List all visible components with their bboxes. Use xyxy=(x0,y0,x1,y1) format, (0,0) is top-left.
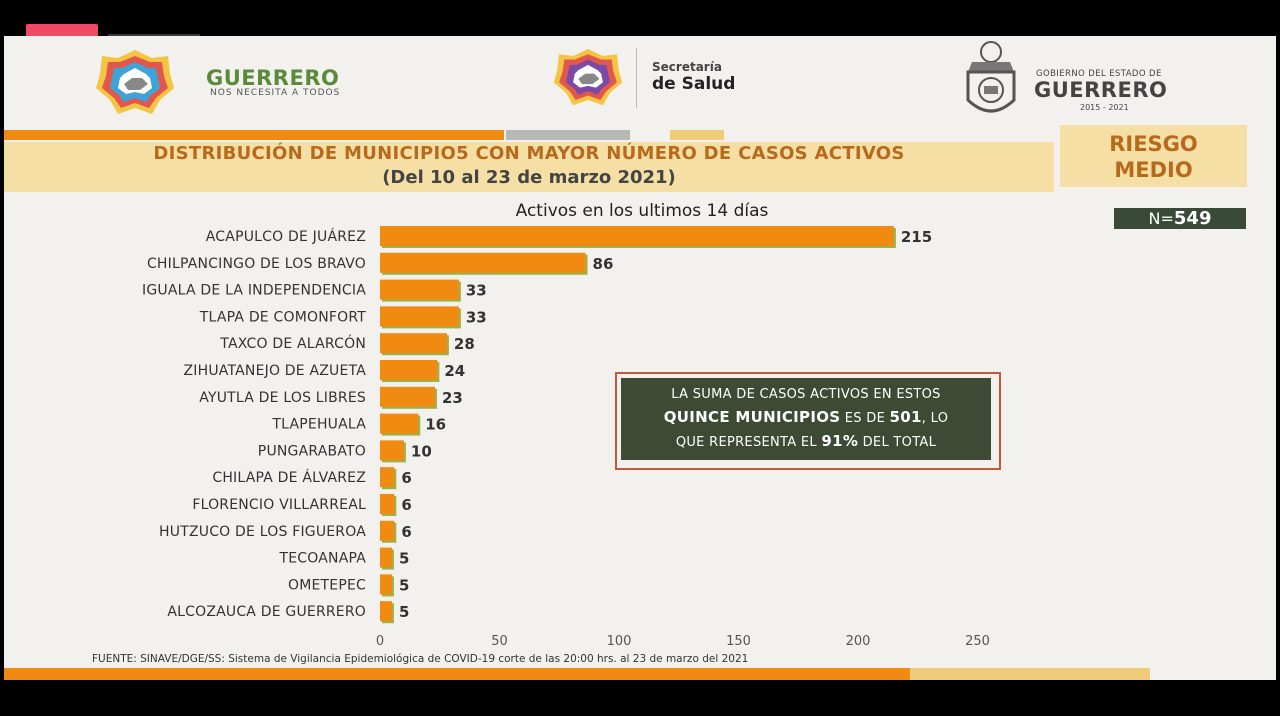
category-label: ACAPULCO DE JUÁREZ xyxy=(206,228,366,245)
callout-es-de: ES DE xyxy=(840,411,890,426)
bar-chart: Activos en los ultimos 14 días ACAPULCO D… xyxy=(142,201,990,649)
callout-sum-value: 501 xyxy=(889,408,922,426)
category-label: FLORENCIO VILLARREAL xyxy=(192,497,366,513)
value-label: 28 xyxy=(454,335,475,353)
risk-badge: RIESGO MEDIO xyxy=(1060,125,1247,187)
category-label: CHILPANCINGO DE LOS BRAVO xyxy=(147,256,366,272)
bar xyxy=(380,440,404,461)
secretaria-label: Secretaría xyxy=(652,60,722,74)
x-tick-label: 200 xyxy=(846,634,871,649)
category-label: ZIHUATANEJO DE AZUETA xyxy=(183,363,366,379)
value-label: 10 xyxy=(411,442,432,460)
category-label: PUNGARABATO xyxy=(258,443,366,459)
category-label: TECOANAPA xyxy=(279,551,367,567)
bar xyxy=(380,413,419,434)
bar xyxy=(380,547,392,568)
callout-percent: 91% xyxy=(821,432,859,450)
value-label: 24 xyxy=(444,362,465,380)
x-tick-label: 250 xyxy=(965,634,990,649)
bar xyxy=(380,226,894,246)
value-label: 6 xyxy=(401,496,411,514)
bar xyxy=(380,252,586,273)
callout-line-2: QUINCE MUNICIPIOS ES DE 501, LO xyxy=(621,406,991,430)
bottom-beige-stripe xyxy=(910,668,1150,680)
state-seal-icon xyxy=(966,41,1016,113)
gobierno-guerrero-label: GUERRERO xyxy=(1034,78,1168,102)
value-label: 33 xyxy=(466,282,487,300)
category-label: OMETEPEC xyxy=(288,577,366,593)
bar xyxy=(380,360,438,380)
n-value: 549 xyxy=(1173,208,1212,229)
title-band xyxy=(4,142,1054,192)
callout-total: DEL TOTAL xyxy=(858,435,937,450)
total-n-badge: N=549 xyxy=(1114,208,1246,229)
value-label: 23 xyxy=(442,389,463,407)
bar xyxy=(380,467,395,488)
category-label: AYUTLA DE LOS LIBRES xyxy=(199,390,366,406)
de-salud-label: de Salud xyxy=(652,74,736,94)
summary-callout-box: LA SUMA DE CASOS ACTIVOS EN ESTOS QUINCE… xyxy=(621,378,991,460)
callout-municipios: QUINCE MUNICIPIOS xyxy=(663,408,841,426)
category-label: HUTZUCO DE LOS FIGUEROA xyxy=(159,524,366,540)
x-tick-label: 100 xyxy=(607,634,632,649)
top-gray-stripe xyxy=(506,130,630,140)
category-label: CHILAPA DE ÁLVAREZ xyxy=(212,469,366,486)
value-label: 5 xyxy=(399,550,409,568)
category-label: ALCOZAUCA DE GUERRERO xyxy=(167,604,366,620)
value-label: 215 xyxy=(901,228,932,246)
category-label: TLAPA DE COMONFORT xyxy=(199,309,366,325)
value-label: 5 xyxy=(399,603,409,621)
value-label: 6 xyxy=(401,523,411,541)
callout-line-3: QUE REPRESENTA EL 91% DEL TOTAL xyxy=(621,430,991,454)
callout-lo: , LO xyxy=(921,411,949,426)
value-label: 5 xyxy=(399,576,409,594)
risk-line-2: MEDIO xyxy=(1114,158,1193,182)
gobierno-label: GOBIERNO DEL ESTADO DE xyxy=(1036,69,1162,79)
risk-line-1: RIESGO xyxy=(1109,132,1198,156)
bar xyxy=(380,574,392,595)
category-label: IGUALA DE LA INDEPENDENCIA xyxy=(142,283,366,299)
guerrero-brand-text: GUERRERO xyxy=(206,66,340,90)
bar xyxy=(380,279,459,300)
value-label: 86 xyxy=(593,255,614,273)
value-label: 33 xyxy=(466,308,487,326)
top-orange-stripe xyxy=(4,130,504,140)
source-note: FUENTE: SINAVE/DGE/SS: Sistema de Vigila… xyxy=(92,653,749,665)
x-tick-label: 150 xyxy=(726,634,751,649)
guerrero-star-logo-icon xyxy=(96,50,174,114)
chart-title: Activos en los ultimos 14 días xyxy=(516,201,769,221)
top-beige-stripe xyxy=(670,130,724,140)
secretaria-star-logo-icon xyxy=(553,49,623,106)
gobierno-years: 2015 - 2021 xyxy=(1080,103,1129,112)
bar xyxy=(380,601,392,622)
bar xyxy=(380,333,447,354)
bar xyxy=(380,494,395,514)
bottom-orange-stripe xyxy=(4,668,910,680)
value-label: 6 xyxy=(401,469,411,487)
callout-representa: QUE REPRESENTA EL xyxy=(675,435,822,450)
category-label: TAXCO DE ALARCÓN xyxy=(219,334,366,352)
page-subtitle: (Del 10 al 23 de marzo 2021) xyxy=(382,167,676,188)
bar xyxy=(380,306,459,327)
value-label: 16 xyxy=(425,416,446,434)
n-label: N= xyxy=(1148,209,1174,228)
bar xyxy=(380,520,395,541)
x-tick-label: 0 xyxy=(376,634,384,649)
bar xyxy=(380,386,435,407)
summary-callout: LA SUMA DE CASOS ACTIVOS EN ESTOS QUINCE… xyxy=(615,372,1001,470)
page-title: DISTRIBUCIÓN DE MUNICIPIO5 CON MAYOR NÚM… xyxy=(153,143,905,164)
header-divider xyxy=(636,48,637,108)
slide: GUERRERO NOS NECESITA A TODOS Secretaría… xyxy=(4,36,1276,680)
x-tick-label: 50 xyxy=(491,634,508,649)
callout-line-1: LA SUMA DE CASOS ACTIVOS EN ESTOS xyxy=(671,387,941,402)
guerrero-slogan: NOS NECESITA A TODOS xyxy=(210,88,341,98)
category-label: TLAPEHUALA xyxy=(271,417,366,433)
